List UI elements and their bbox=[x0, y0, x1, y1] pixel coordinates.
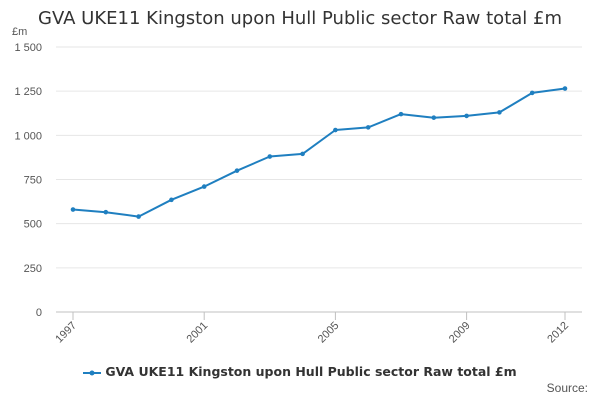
data-point bbox=[103, 209, 109, 215]
legend[interactable]: GVA UKE11 Kingston upon Hull Public sect… bbox=[0, 364, 600, 379]
y-tick-label: 0 bbox=[36, 307, 42, 319]
x-tick-label: 2009 bbox=[447, 320, 473, 346]
data-point bbox=[431, 115, 437, 120]
x-tick-label: 2001 bbox=[185, 320, 211, 346]
data-point bbox=[267, 154, 273, 159]
gridlines bbox=[56, 46, 582, 269]
y-tick-label: 500 bbox=[24, 219, 42, 231]
y-tick-label: 1 250 bbox=[14, 86, 42, 98]
chart-title: GVA UKE11 Kingston upon Hull Public sect… bbox=[38, 8, 562, 29]
data-point bbox=[234, 168, 240, 173]
data-point bbox=[398, 111, 404, 117]
data-point bbox=[529, 90, 535, 96]
data-point bbox=[201, 184, 207, 189]
legend-label: GVA UKE11 Kingston upon Hull Public sect… bbox=[105, 364, 517, 379]
series-layer bbox=[70, 86, 568, 219]
y-tick-label: 250 bbox=[24, 263, 42, 275]
axes: 0 250 500 750 1 000 1 250 1 500 1997 2001 2005 200… bbox=[14, 42, 582, 345]
y-tick-label: 1 000 bbox=[14, 130, 42, 142]
y-tick-label: 1 500 bbox=[14, 42, 42, 54]
x-tick-label: 2012 bbox=[545, 320, 571, 346]
data-point bbox=[562, 86, 568, 91]
data-point bbox=[136, 214, 141, 219]
legend-swatch-icon bbox=[83, 370, 102, 375]
series-line bbox=[72, 87, 566, 218]
data-point bbox=[464, 113, 469, 119]
x-tick-label: 1997 bbox=[53, 320, 79, 346]
data-point bbox=[497, 110, 502, 115]
data-point bbox=[169, 197, 174, 203]
data-point bbox=[70, 207, 76, 212]
data-point bbox=[333, 127, 338, 133]
data-point bbox=[365, 125, 371, 130]
source-label: Source: bbox=[546, 381, 588, 395]
y-axis-unit-label: £m bbox=[12, 26, 28, 38]
y-tick-label: 750 bbox=[24, 175, 42, 187]
x-tick-label: 2005 bbox=[316, 320, 342, 346]
data-point bbox=[300, 151, 305, 157]
